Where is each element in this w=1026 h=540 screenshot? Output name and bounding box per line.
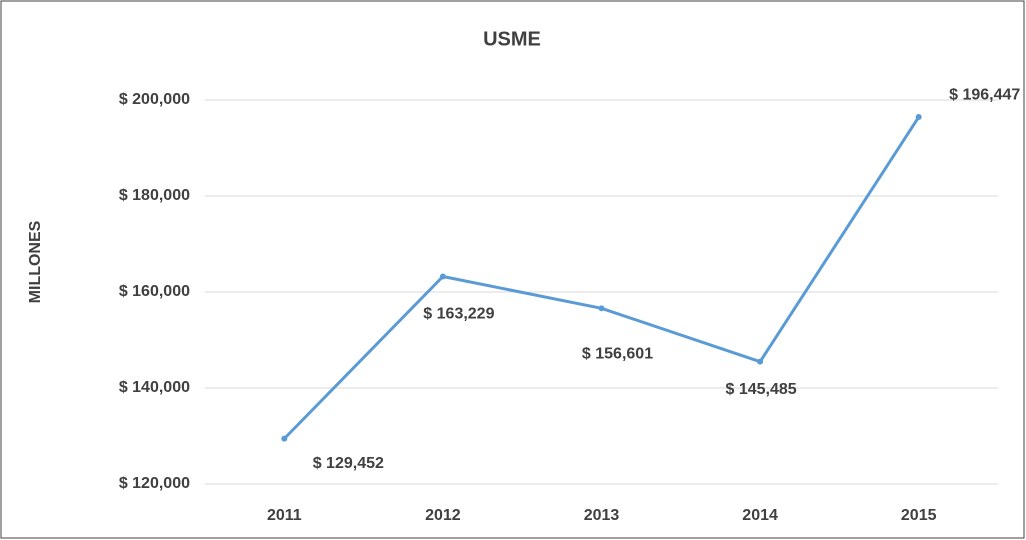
data-label: $ 145,485	[726, 381, 797, 398]
point	[281, 435, 288, 442]
point	[598, 305, 605, 312]
y-axis-label: MILLONES	[27, 220, 44, 303]
x-tick-label: 2011	[267, 507, 302, 524]
data-label: $ 196,447	[949, 86, 1020, 103]
x-tick-label: 2012	[425, 507, 461, 524]
data-label: $ 163,229	[423, 306, 494, 323]
x-tick-label: 2015	[901, 507, 937, 524]
point	[757, 358, 764, 365]
y-tick-label: $ 200,000	[119, 91, 190, 108]
y-tick-label: $ 160,000	[119, 283, 190, 300]
point	[915, 114, 922, 121]
x-tick-label: 2014	[742, 507, 778, 524]
y-tick-label: $ 120,000	[119, 475, 190, 492]
y-tick-label: $ 180,000	[119, 187, 190, 204]
data-label: $ 129,452	[313, 455, 384, 472]
y-tick-label: $ 140,000	[119, 379, 190, 396]
point	[439, 273, 446, 280]
data-label: $ 156,601	[582, 346, 653, 363]
x-tick-label: 2013	[584, 507, 620, 524]
chart-title: USME	[483, 28, 541, 50]
